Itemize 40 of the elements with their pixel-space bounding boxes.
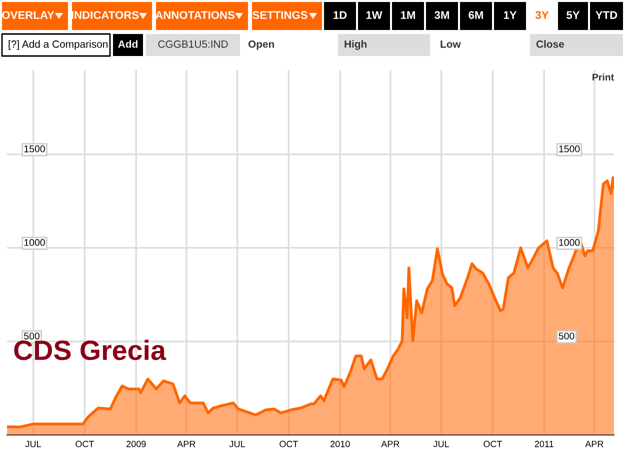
x-tick-label: OCT xyxy=(484,440,502,448)
x-tick-label: JUL xyxy=(433,440,450,448)
y2-tick-label: 500 xyxy=(558,332,574,340)
text: OVERLAY xyxy=(2,11,54,19)
text: ANNOTATIONS xyxy=(155,11,234,19)
y-tick-label: 1500 xyxy=(24,145,45,152)
x-tick-label: APR xyxy=(585,440,604,448)
text: INDICATORS xyxy=(72,11,139,19)
text: Add xyxy=(118,40,138,48)
x-tick-label: APR xyxy=(177,440,196,448)
text: 6M xyxy=(468,11,483,19)
x-tick-label: JUL xyxy=(25,440,41,448)
x-tick-label: JUL xyxy=(229,440,246,448)
text: 1D xyxy=(334,11,347,19)
text: Close xyxy=(536,40,564,48)
x-tick-label: 2011 xyxy=(534,440,554,448)
text: 3M xyxy=(434,11,449,19)
x-tick-label: OCT xyxy=(76,440,94,448)
text: CGGB1U5:IND xyxy=(158,40,228,48)
text: 1M xyxy=(400,11,415,19)
y2-tick-label: 1000 xyxy=(559,239,580,246)
y2-tick-label: 1500 xyxy=(559,145,580,152)
text: YTD xyxy=(596,11,618,19)
text: [?] Add a Comparison xyxy=(8,40,108,50)
y-tick-label: 500 xyxy=(24,332,40,340)
text: 1Y xyxy=(504,11,517,19)
text: Open xyxy=(248,40,274,50)
text: Low xyxy=(440,40,461,48)
y-tick-label: 1000 xyxy=(24,239,45,246)
text: 3Y xyxy=(535,11,549,19)
x-tick-label: 2009 xyxy=(126,440,146,448)
x-tick-label: 2010 xyxy=(330,440,350,448)
text: 1W xyxy=(366,11,382,19)
text: 5Y xyxy=(566,11,580,19)
text: CDS Grecia xyxy=(14,340,166,360)
x-tick-label: OCT xyxy=(280,440,298,448)
text: High xyxy=(344,40,366,50)
x-tick-label: APR xyxy=(381,440,400,448)
annotation: Print xyxy=(592,73,614,81)
text: SETTINGS xyxy=(252,11,308,19)
